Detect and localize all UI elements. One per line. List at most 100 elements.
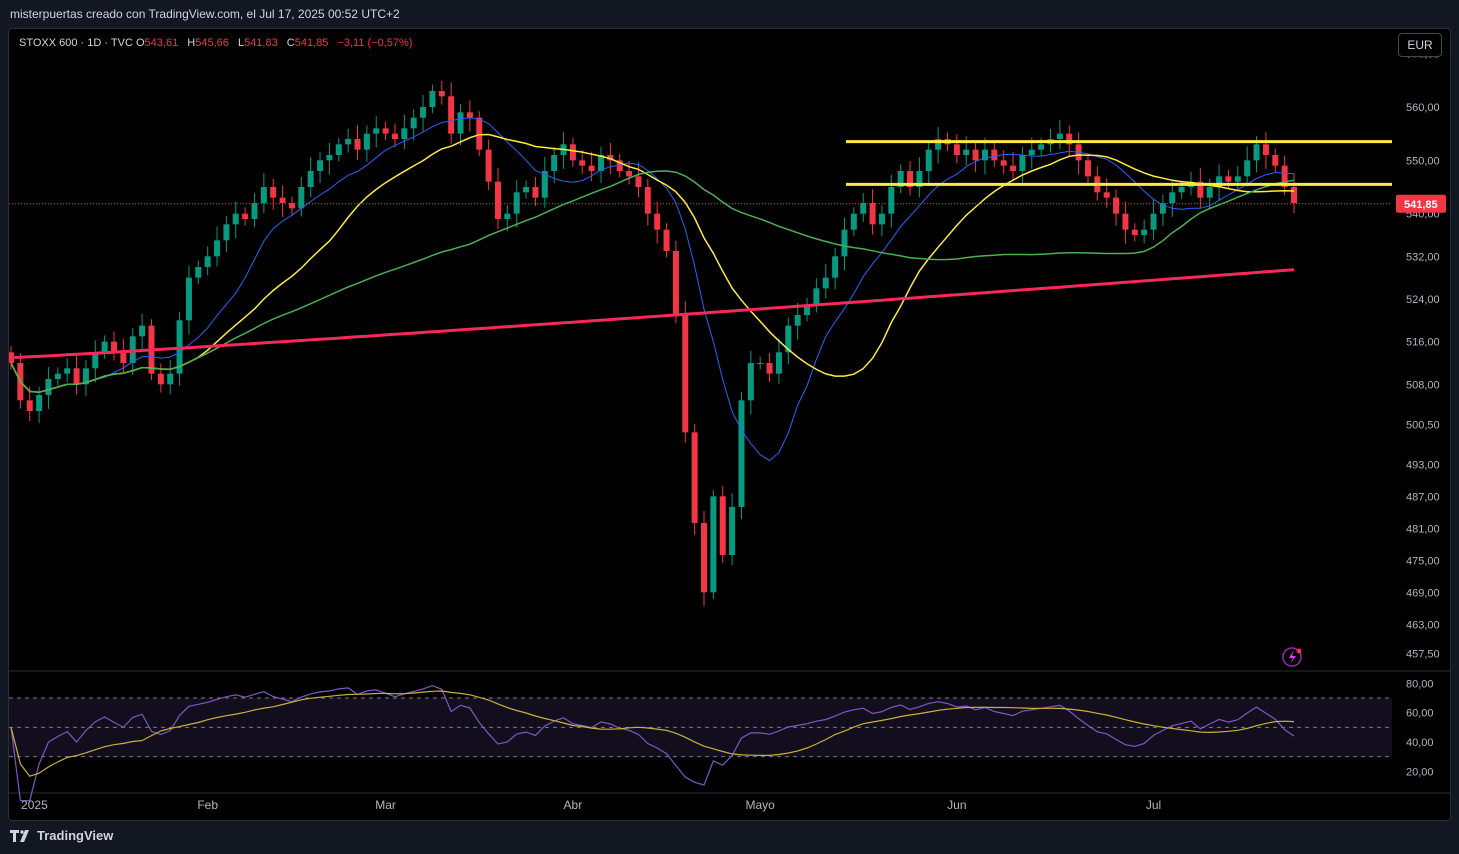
candle-body bbox=[1122, 213, 1129, 230]
candle-body bbox=[45, 379, 52, 395]
price-tick-label: 500,50 bbox=[1406, 419, 1440, 431]
candle-body bbox=[1281, 165, 1288, 187]
candle-body bbox=[1234, 176, 1241, 182]
candle-body bbox=[1244, 160, 1251, 177]
chart-frame[interactable]: 570,00560,00550,00540,00532,00524,00516,… bbox=[8, 28, 1451, 821]
candle-body bbox=[167, 373, 174, 385]
candle-body bbox=[139, 325, 146, 337]
candle-body bbox=[1178, 187, 1185, 193]
rsi-tick-label: 40,00 bbox=[1406, 737, 1434, 749]
candle-body bbox=[822, 277, 829, 289]
candle-body bbox=[757, 363, 764, 364]
chart-attribution: misterpuertas creado con TradingView.com… bbox=[10, 7, 400, 21]
price-tick-label: 532,00 bbox=[1406, 251, 1440, 263]
price-tick-label: 560,00 bbox=[1406, 102, 1440, 114]
candle-body bbox=[907, 171, 914, 187]
last-price-badge bbox=[1396, 194, 1446, 213]
candle-body bbox=[541, 171, 548, 198]
candle-body bbox=[897, 171, 904, 187]
candle-body bbox=[1056, 133, 1063, 139]
candle-body bbox=[794, 315, 801, 326]
candle-body bbox=[963, 149, 970, 155]
candle-body bbox=[157, 373, 164, 385]
symbol-label[interactable]: STOXX 600 · 1D · TVC bbox=[19, 37, 133, 49]
candle-body bbox=[73, 368, 80, 385]
high-value: 545,66 bbox=[195, 37, 229, 49]
candle-body bbox=[476, 117, 483, 150]
candle-body bbox=[523, 187, 530, 193]
candle-body bbox=[860, 203, 867, 214]
candle-body bbox=[195, 267, 202, 278]
candle-body bbox=[1010, 165, 1017, 171]
time-tick-label: Abr bbox=[564, 798, 583, 812]
candle-body bbox=[466, 112, 473, 118]
candle-body bbox=[1103, 192, 1110, 198]
candle-body bbox=[317, 160, 324, 171]
candle-body bbox=[204, 256, 211, 267]
time-tick-label: 2025 bbox=[21, 798, 48, 812]
candle-body bbox=[242, 213, 249, 219]
candle-body bbox=[111, 341, 118, 353]
candle-body bbox=[1216, 176, 1223, 187]
candle-body bbox=[26, 400, 33, 411]
candle-body bbox=[991, 149, 998, 161]
candle-body bbox=[335, 144, 342, 155]
candle-body bbox=[804, 304, 811, 315]
candles bbox=[9, 80, 1297, 607]
candle-body bbox=[1019, 155, 1026, 171]
candle-body bbox=[1028, 149, 1035, 155]
candle-body bbox=[710, 496, 717, 593]
open-label: O bbox=[135, 37, 145, 49]
candle-body bbox=[691, 432, 698, 523]
candle-body bbox=[607, 155, 614, 161]
candle-body bbox=[251, 203, 258, 219]
candle-body bbox=[214, 240, 221, 257]
candle-body bbox=[869, 203, 876, 225]
candle-body bbox=[1159, 203, 1166, 214]
candle-body bbox=[1084, 160, 1091, 177]
candle-body bbox=[841, 229, 848, 257]
candle-body bbox=[644, 187, 651, 214]
candle-body bbox=[916, 171, 923, 187]
rsi-tick-label: 80,00 bbox=[1406, 678, 1434, 690]
candle-body bbox=[551, 155, 558, 171]
tradingview-logo: TradingView bbox=[10, 828, 113, 843]
candle-body bbox=[120, 352, 127, 363]
price-tick-label: 463,00 bbox=[1406, 619, 1440, 631]
candle-body bbox=[682, 315, 689, 433]
candle-body bbox=[270, 187, 277, 198]
candle-body bbox=[626, 171, 633, 177]
time-tick-label: Jun bbox=[947, 798, 966, 812]
time-tick-label: Feb bbox=[197, 798, 218, 812]
candle-body bbox=[729, 507, 736, 555]
time-tick-label: Mar bbox=[375, 798, 396, 812]
candle-body bbox=[850, 213, 857, 230]
rsi-line bbox=[10, 684, 1295, 802]
open-value: 543,61 bbox=[144, 37, 179, 49]
candle-body bbox=[832, 256, 839, 278]
candle-body bbox=[766, 363, 773, 374]
candle-body bbox=[345, 139, 352, 145]
candle-body bbox=[391, 133, 398, 139]
price-tick-label: 550,00 bbox=[1406, 155, 1440, 167]
last-price-label: 541,85 bbox=[1404, 199, 1438, 211]
close-label: C bbox=[286, 37, 295, 49]
chart-canvas[interactable]: 570,00560,00550,00540,00532,00524,00516,… bbox=[9, 29, 1450, 820]
candle-body bbox=[354, 139, 361, 150]
low-value: 541,83 bbox=[244, 37, 278, 49]
candle-body bbox=[878, 213, 885, 225]
tradingview-icon bbox=[10, 829, 29, 842]
candle-body bbox=[972, 149, 979, 161]
candle-body bbox=[382, 128, 389, 134]
candle-body bbox=[775, 352, 782, 374]
currency-button[interactable]: EUR bbox=[1398, 33, 1442, 57]
candle-body bbox=[64, 368, 71, 374]
candle-body bbox=[738, 400, 745, 507]
candle-body bbox=[279, 197, 286, 203]
candle-body bbox=[513, 192, 520, 214]
rsi-tick-label: 20,00 bbox=[1406, 766, 1434, 778]
candle-body bbox=[485, 149, 492, 182]
close-value: 541,85 bbox=[294, 37, 329, 49]
candle-body bbox=[232, 213, 239, 225]
brand-name: TradingView bbox=[37, 828, 114, 843]
